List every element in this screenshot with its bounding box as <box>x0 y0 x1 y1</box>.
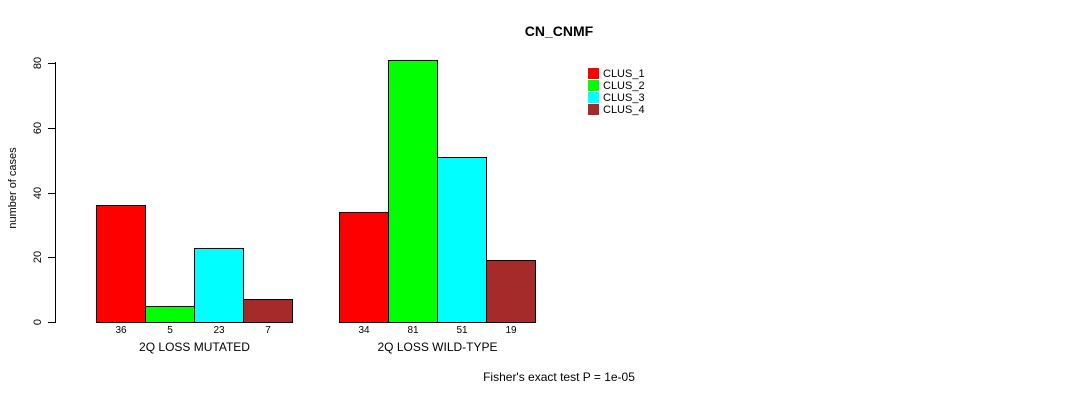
bar-clus_2 <box>145 306 195 323</box>
bar-value-label: 19 <box>505 325 517 336</box>
y-axis-line <box>55 62 56 323</box>
bar-clus_1 <box>339 212 389 323</box>
bar-clus_1 <box>96 205 146 323</box>
bar-value-label: 34 <box>358 325 370 336</box>
legend-swatch-clus_2 <box>588 80 599 91</box>
y-tick-mark <box>48 128 55 129</box>
bar-value-label: 36 <box>115 325 127 336</box>
y-tick-label: 60 <box>32 121 44 135</box>
bar-value-label: 51 <box>456 325 468 336</box>
legend-swatch-clus_1 <box>588 68 599 79</box>
y-tick-mark <box>48 63 55 64</box>
bar-clus_2 <box>388 60 438 323</box>
y-tick-label: 40 <box>32 186 44 200</box>
bar-value-label: 5 <box>167 325 173 336</box>
bar-value-label: 7 <box>265 325 271 336</box>
fisher-test-annotation: Fisher's exact test P = 1e-05 <box>483 370 635 384</box>
legend-swatch-clus_4 <box>588 104 599 115</box>
bar-clus_4 <box>243 299 293 323</box>
chart-title: CN_CNMF <box>524 23 594 39</box>
bar-clus_3 <box>194 248 244 323</box>
group-label: 2Q LOSS WILD-TYPE <box>377 340 498 354</box>
bar-value-label: 23 <box>213 325 225 336</box>
y-tick-mark <box>48 257 55 258</box>
y-tick-label: 0 <box>32 318 44 326</box>
legend-label-clus_3: CLUS_3 <box>603 91 645 104</box>
y-tick-label: 20 <box>32 250 44 264</box>
group-label: 2Q LOSS MUTATED <box>139 340 250 354</box>
legend-label-clus_4: CLUS_4 <box>603 103 645 116</box>
legend-swatch-clus_3 <box>588 92 599 103</box>
y-tick-mark <box>48 322 55 323</box>
y-tick-label: 80 <box>32 56 44 70</box>
legend-label-clus_1: CLUS_1 <box>603 67 645 80</box>
bar-clus_4 <box>486 260 536 323</box>
y-tick-mark <box>48 193 55 194</box>
bar-value-label: 81 <box>407 325 419 336</box>
bar-clus_3 <box>437 157 487 323</box>
legend-label-clus_2: CLUS_2 <box>603 79 645 92</box>
